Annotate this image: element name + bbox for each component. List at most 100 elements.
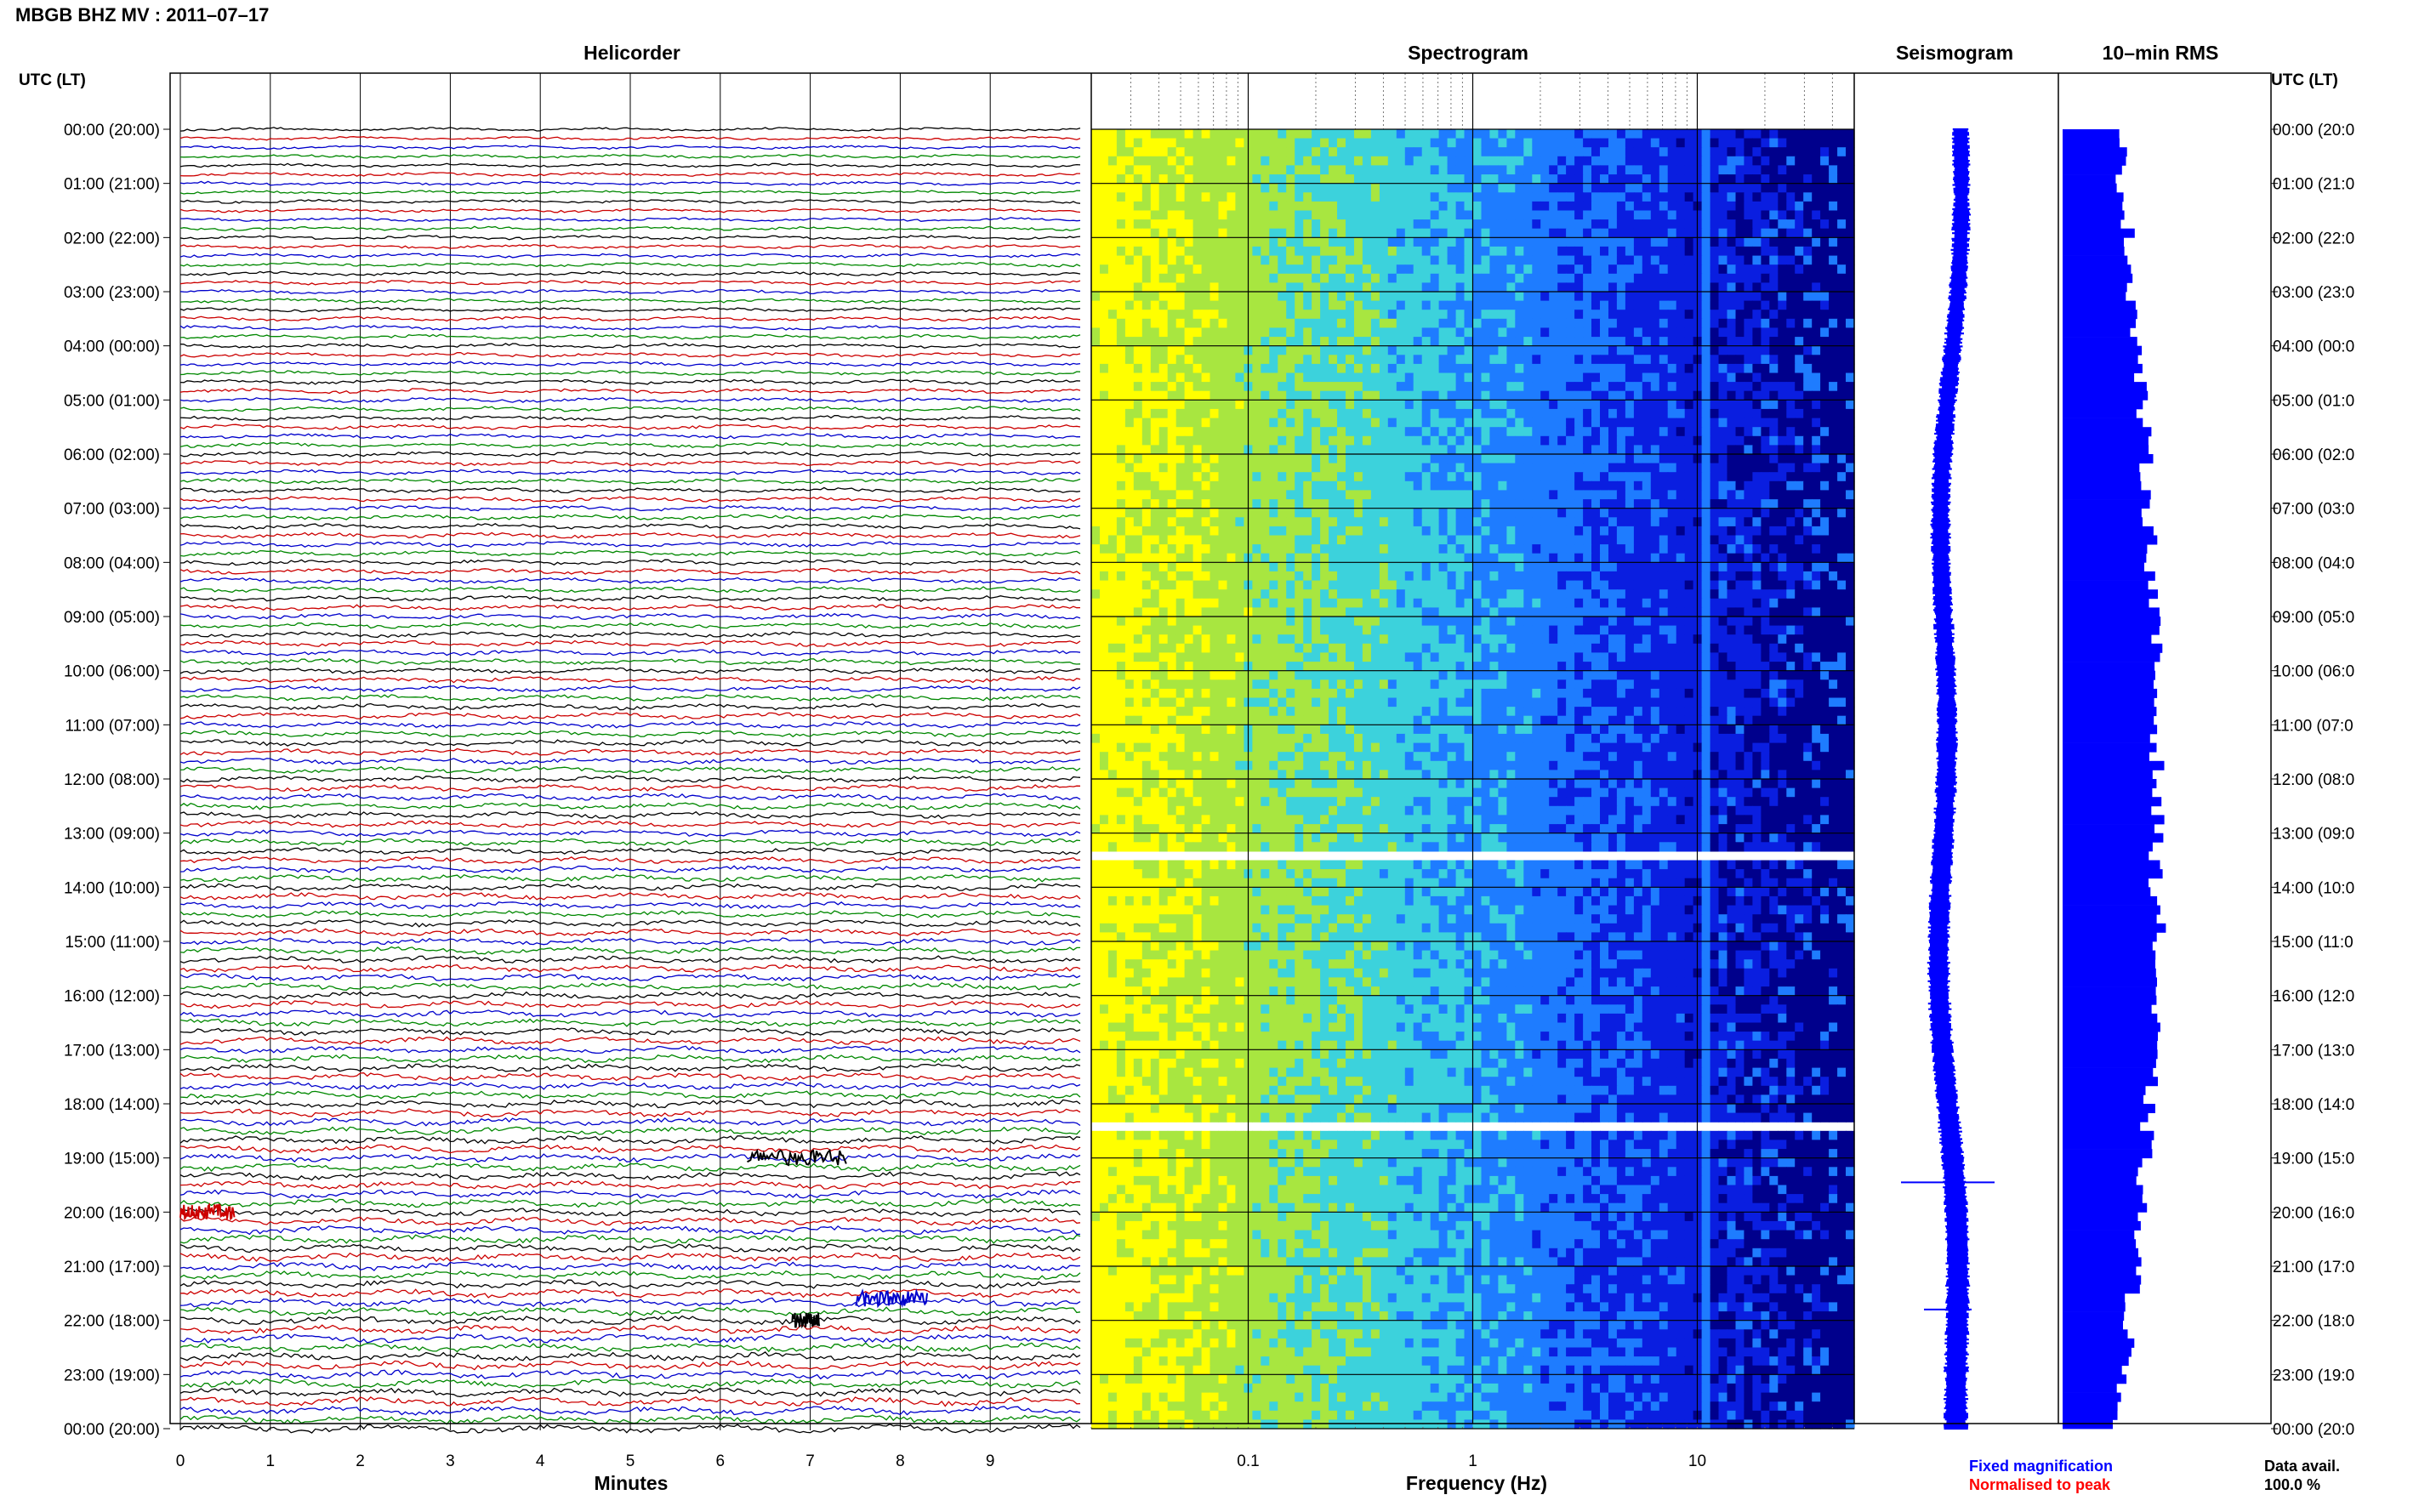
spectrogram-cell (1650, 255, 1660, 265)
spectrogram-cell (1158, 480, 1169, 491)
spectrogram-cell (1261, 490, 1270, 500)
spectrogram-cell (1167, 472, 1177, 482)
spectrogram-cell (1261, 363, 1270, 374)
spectrogram-cell (1837, 617, 1847, 627)
spectrogram-cell (1269, 345, 1278, 355)
spectrogram-cell (1752, 282, 1762, 293)
spectrogram-cell (1837, 400, 1847, 410)
spectrogram-cell (1346, 400, 1355, 410)
spectrogram-cell (1506, 617, 1516, 627)
spectrogram-cell (1235, 156, 1244, 166)
spectrogram-cell (1549, 337, 1558, 347)
spectrogram-cell (1583, 228, 1592, 238)
spectrogram-cell (1549, 427, 1558, 437)
spectrogram-cell (1735, 544, 1745, 554)
spectrogram-cell (1404, 237, 1414, 247)
spectrogram-cell (1447, 273, 1457, 283)
spectrogram-cell (1735, 355, 1745, 365)
spectrogram-cell (1701, 372, 1711, 383)
spectrogram-cell (1150, 273, 1160, 283)
spectrogram-cell (1320, 580, 1329, 590)
spectrogram-cell (1506, 282, 1516, 293)
spectrogram-cell (1192, 517, 1203, 527)
spectrogram-cell (1192, 165, 1203, 175)
spectrogram-cell (1430, 517, 1440, 527)
spectrogram-cell (1769, 210, 1779, 220)
spectrogram-cell (1795, 454, 1804, 464)
spectrogram-cell (1472, 418, 1483, 428)
spectrogram-cell (1167, 598, 1177, 608)
spectrogram-cell (1447, 562, 1457, 572)
spectrogram-cell (1455, 355, 1466, 365)
spectrogram-cell (1346, 607, 1355, 617)
spectrogram-cell (1795, 472, 1804, 482)
spectrogram-cell (1557, 255, 1567, 265)
spectrogram-cell (1549, 562, 1558, 572)
spectrogram-cell (1515, 363, 1524, 374)
spectrogram-cell (1837, 490, 1847, 500)
spectrogram-cell (1633, 526, 1643, 537)
spectrogram-cell (1184, 580, 1194, 590)
spectrogram-cell (1727, 580, 1737, 590)
spectrogram-cell (1659, 282, 1669, 293)
spectrogram-cell (1574, 571, 1584, 582)
spectrogram-cell (1116, 435, 1126, 446)
spectrogram-cell (1218, 219, 1228, 230)
spectrogram-cell (1370, 138, 1380, 148)
spectrogram-cell (1091, 617, 1101, 627)
spectrogram-cell (1837, 237, 1847, 247)
spectrogram-cell (1489, 183, 1499, 193)
spectrogram-cell (1591, 219, 1601, 230)
spectrogram-cell (1354, 400, 1363, 410)
spectrogram-cell (1227, 625, 1237, 635)
spectrogram-cell (1354, 372, 1363, 383)
spectrogram-cell (1667, 499, 1677, 509)
spectrogram-cell (1812, 472, 1821, 482)
spectrogram-cell (1710, 345, 1720, 355)
spectrogram-cell (1303, 390, 1312, 401)
spectrogram-cell (1100, 544, 1109, 554)
spectrogram-cell (1633, 292, 1643, 302)
spectrogram-cell (1659, 183, 1669, 193)
spectrogram-cell (1346, 264, 1355, 275)
spectrogram-cell (1676, 345, 1686, 355)
spectrogram-cell (1447, 219, 1457, 230)
spectrogram-cell (1837, 138, 1847, 148)
spectrogram-cell (1346, 201, 1355, 212)
spectrogram-cell (1744, 490, 1753, 500)
spectrogram-cell (1837, 292, 1847, 302)
spectrogram-cell (1566, 318, 1575, 328)
spectrogram-cell (1718, 273, 1728, 283)
spectrogram-cell (1286, 318, 1295, 328)
spectrogram-cell (1710, 580, 1720, 590)
spectrogram-cell (1438, 544, 1449, 554)
spectrogram-cell (1100, 355, 1109, 365)
spectrogram-cell (1532, 264, 1541, 275)
spectrogram-cell (1107, 544, 1118, 554)
spectrogram-cell (1455, 390, 1466, 401)
spectrogram-cell (1124, 355, 1135, 365)
spectrogram-cell (1744, 372, 1753, 383)
spectrogram-cell (1591, 372, 1601, 383)
spectrogram-cell (1141, 310, 1152, 320)
spectrogram-cell (1795, 273, 1804, 283)
spectrogram-cell (1133, 517, 1143, 527)
spectrogram-cell (1829, 210, 1838, 220)
spectrogram-cell (1404, 454, 1414, 464)
spectrogram-cell (1803, 174, 1813, 185)
spectrogram-cell (1829, 499, 1838, 509)
spectrogram-cell (1786, 517, 1796, 527)
spectrogram-cell (1320, 454, 1329, 464)
spectrogram-cell (1396, 282, 1406, 293)
spectrogram-cell (1701, 526, 1711, 537)
spectrogram-cell (1523, 156, 1533, 166)
spectrogram-cell (1362, 156, 1372, 166)
spectrogram-cell (1362, 580, 1372, 590)
spectrogram-cell (1616, 617, 1626, 627)
spectrogram-cell (1540, 435, 1550, 446)
spectrogram-cell (1404, 165, 1414, 175)
spectrogram-cell (1210, 480, 1220, 491)
spectrogram-cell (1608, 165, 1618, 175)
spectrogram-cell (1633, 228, 1643, 238)
spectrogram-cell (1286, 427, 1295, 437)
